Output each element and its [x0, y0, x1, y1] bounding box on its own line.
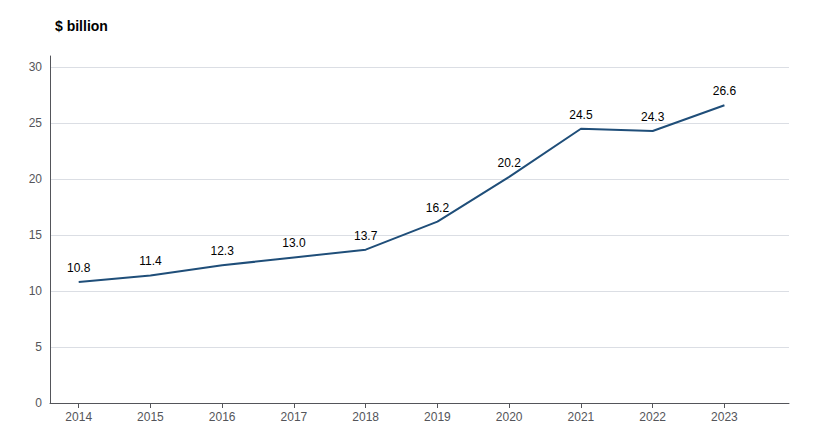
svg-text:24.3: 24.3	[641, 110, 665, 124]
svg-text:2015: 2015	[137, 410, 164, 424]
svg-text:0: 0	[35, 396, 42, 410]
svg-text:13.0: 13.0	[282, 236, 306, 250]
svg-text:24.5: 24.5	[569, 108, 593, 122]
svg-text:10: 10	[29, 284, 43, 298]
svg-text:20.2: 20.2	[498, 156, 522, 170]
svg-text:2018: 2018	[352, 410, 379, 424]
svg-text:2022: 2022	[639, 410, 666, 424]
svg-text:2014: 2014	[65, 410, 92, 424]
svg-text:2021: 2021	[568, 410, 595, 424]
svg-text:20: 20	[29, 172, 43, 186]
svg-text:15: 15	[29, 228, 43, 242]
svg-text:30: 30	[29, 60, 43, 74]
svg-text:11.4: 11.4	[139, 254, 162, 268]
svg-text:2023: 2023	[711, 410, 738, 424]
svg-text:12.3: 12.3	[211, 244, 235, 258]
svg-text:13.7: 13.7	[354, 229, 378, 243]
svg-text:$ billion: $ billion	[55, 18, 108, 34]
svg-text:26.6: 26.6	[713, 84, 737, 98]
svg-text:5: 5	[35, 340, 42, 354]
svg-text:2016: 2016	[209, 410, 236, 424]
svg-text:2020: 2020	[496, 410, 523, 424]
svg-text:10.8: 10.8	[67, 261, 91, 275]
svg-text:2017: 2017	[281, 410, 308, 424]
svg-text:16.2: 16.2	[426, 201, 450, 215]
svg-text:25: 25	[29, 116, 43, 130]
svg-text:2019: 2019	[424, 410, 451, 424]
